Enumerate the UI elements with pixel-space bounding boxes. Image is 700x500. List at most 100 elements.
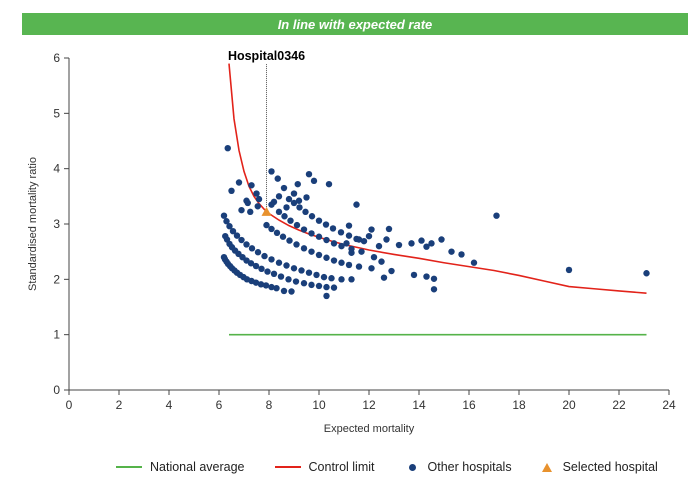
other-hospital-point — [448, 248, 455, 255]
other-hospital-point — [294, 180, 301, 188]
other-hospital-point — [290, 190, 298, 197]
other-hospital-point — [254, 249, 262, 256]
other-hospital-point — [244, 199, 251, 207]
other-hospital-point — [395, 241, 403, 249]
other-hospital-point — [243, 241, 250, 248]
other-hospital-point — [258, 265, 265, 273]
other-hospital-point — [383, 236, 390, 243]
other-hospital-point — [338, 259, 345, 266]
other-hospital-point — [235, 179, 243, 186]
other-hospital-point — [348, 276, 355, 283]
other-hospital-point — [226, 223, 233, 230]
other-hospital-point — [224, 144, 231, 152]
other-hospital-point — [329, 225, 337, 232]
other-hospital-point — [252, 262, 260, 270]
other-hospital-point — [458, 251, 465, 258]
other-hospital-point — [493, 212, 500, 219]
other-hospital-point — [300, 245, 308, 252]
x-tick-label: 24 — [662, 398, 676, 412]
other-hospital-point — [229, 227, 237, 235]
legend-item-national-average: National average — [116, 460, 245, 474]
other-hospital-point — [408, 240, 415, 247]
legend-item-other-hospitals: Other hospitals — [405, 460, 512, 474]
y-tick-label: 1 — [53, 328, 60, 342]
control-limit-swatch — [274, 466, 301, 468]
other-hospital-point — [280, 184, 288, 192]
result-banner: In line with expected rate — [22, 13, 688, 35]
legend-label: Control limit — [308, 460, 375, 474]
other-hospital-point — [220, 212, 228, 219]
other-hospital-point — [290, 199, 298, 207]
other-hospital-point — [345, 222, 353, 229]
other-hospital-point — [328, 275, 335, 282]
other-hospital-point — [288, 288, 295, 295]
other-hospital-point — [280, 287, 288, 295]
other-hospital-point — [348, 249, 355, 256]
selected-hospital-swatch — [541, 462, 552, 472]
banner-text: In line with expected rate — [277, 16, 433, 32]
other-hospital-point — [275, 208, 283, 216]
other-hospital-point — [293, 221, 301, 229]
other-hospital-point — [268, 201, 275, 208]
other-hospital-point — [252, 279, 260, 286]
other-hospital-point — [410, 271, 418, 279]
other-hospital-point — [273, 284, 280, 292]
y-axis-title: Standardised mortality ratio — [27, 157, 39, 291]
other-hospital-point — [238, 236, 245, 244]
other-hospital-point — [273, 229, 281, 237]
other-hospital-point — [385, 225, 393, 233]
y-tick-label: 5 — [53, 106, 60, 120]
other-hospital-point — [355, 236, 363, 243]
other-hospital-point — [355, 263, 363, 270]
other-hospital-point — [285, 276, 292, 283]
y-axis-ticks: 0 1 2 3 4 5 6 — [53, 51, 69, 397]
other-hospital-point — [247, 260, 255, 267]
x-tick-label: 10 — [312, 398, 326, 412]
other-hospital-point — [323, 292, 330, 300]
other-hospital-point — [248, 182, 255, 189]
other-hospital-point — [323, 283, 330, 291]
legend-label: National average — [150, 460, 245, 474]
other-hospital-point — [263, 221, 270, 229]
other-hospital-point — [308, 213, 316, 220]
other-hospital-point — [315, 282, 323, 290]
other-hospital-point — [281, 213, 288, 220]
other-hospital-point — [296, 204, 303, 211]
legend-label: Selected hospital — [562, 460, 658, 474]
other-hospital-point — [277, 273, 285, 280]
other-hospital-point — [643, 270, 650, 277]
other-hospital-point — [308, 230, 315, 237]
other-hospital-point — [378, 258, 385, 265]
other-hospital-point — [292, 278, 300, 285]
x-tick-label: 18 — [512, 398, 526, 412]
other-hospital-point — [262, 282, 270, 289]
other-hospital-point — [313, 271, 320, 279]
other-hospital-point — [283, 204, 290, 211]
other-hospital-point — [257, 281, 265, 288]
x-tick-label: 8 — [266, 398, 273, 412]
other-hospital-point — [283, 262, 290, 269]
other-hospital-point — [275, 193, 283, 200]
other-hospital-point — [286, 237, 293, 244]
x-axis-title: Expected mortality — [324, 423, 415, 435]
other-hospital-point — [264, 268, 271, 275]
other-hospital-point — [388, 267, 395, 275]
other-hospital-point — [368, 226, 375, 233]
other-hospital-point — [325, 180, 333, 188]
other-hospital-point — [303, 194, 310, 201]
x-tick-label: 22 — [612, 398, 626, 412]
other-hospital-point — [338, 276, 345, 283]
other-hospital-point — [320, 273, 328, 281]
other-hospital-point — [248, 245, 256, 252]
x-tick-label: 0 — [66, 398, 73, 412]
other-hospital-point — [305, 269, 313, 276]
selected-hospital-point — [261, 206, 272, 216]
legend-item-control-limit: Control limit — [274, 460, 375, 474]
other-hospital-point — [228, 187, 235, 194]
other-hospital-point — [308, 248, 315, 255]
other-hospital-point — [279, 233, 287, 240]
other-hospital-point — [255, 195, 263, 203]
other-hospital-point — [337, 229, 345, 236]
other-hospital-point — [298, 267, 305, 274]
other-hospital-point — [310, 177, 318, 185]
